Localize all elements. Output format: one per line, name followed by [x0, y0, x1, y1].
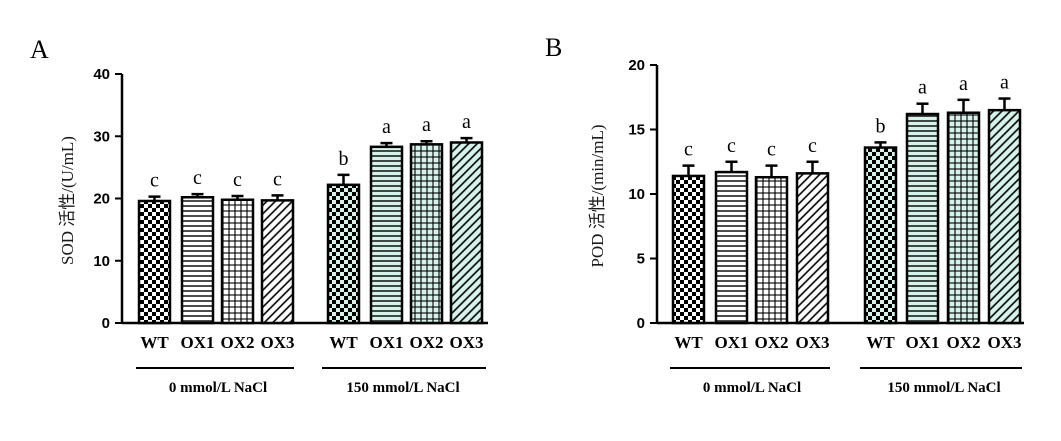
- x-tick-label: OX1: [715, 333, 749, 352]
- x-tick-label: OX3: [261, 333, 295, 352]
- significance-letter: a: [422, 114, 431, 136]
- x-tick-label: OX3: [450, 333, 484, 352]
- y-tick-label: 10: [93, 253, 110, 270]
- group-label: 0 mmol/L NaCl: [169, 380, 267, 396]
- significance-letter: b: [339, 148, 349, 170]
- group-label: 0 mmol/L NaCl: [703, 380, 801, 396]
- y-tick-label: 40: [93, 66, 110, 83]
- bar: [180, 196, 215, 325]
- bar: [795, 172, 830, 325]
- y-tick-label: 15: [628, 122, 645, 139]
- x-tick-label: OX2: [755, 333, 789, 352]
- bar: [987, 108, 1022, 325]
- significance-letter: c: [150, 170, 159, 192]
- x-tick-label: OX3: [988, 333, 1022, 352]
- bar: [863, 146, 898, 325]
- panel-b: B POD 活性/(min/mL) 0 5 10 15 20 c WT c OX1 c OX2 c OX3 0…: [545, 33, 1024, 396]
- panel-label: A: [30, 35, 49, 64]
- significance-letter: c: [767, 139, 776, 161]
- significance-letter: a: [959, 73, 968, 95]
- group-label: 150 mmol/L NaCl: [346, 380, 459, 396]
- bar: [409, 143, 444, 325]
- significance-letter: c: [684, 139, 693, 161]
- bar: [369, 145, 404, 325]
- bar: [754, 175, 789, 325]
- y-tick-label: 5: [637, 251, 645, 268]
- significance-letter: b: [876, 115, 886, 137]
- y-axis-label: POD 活性/(min/mL): [588, 124, 607, 267]
- x-tick-label: OX2: [221, 333, 255, 352]
- bar: [326, 183, 361, 325]
- x-tick-label: WT: [329, 333, 358, 352]
- x-tick-label: WT: [140, 333, 169, 352]
- significance-letter: c: [233, 169, 242, 191]
- significance-letter: a: [1000, 72, 1009, 94]
- y-tick-label: 0: [102, 315, 110, 332]
- y-tick-label: 0: [637, 315, 645, 332]
- x-tick-label: WT: [866, 333, 895, 352]
- bar: [905, 112, 940, 325]
- y-tick-label: 20: [628, 57, 645, 74]
- group-label: 150 mmol/L NaCl: [887, 380, 1000, 396]
- x-tick-label: OX2: [410, 333, 444, 352]
- bar: [220, 198, 255, 325]
- y-tick-label: 10: [628, 186, 645, 203]
- x-tick-label: OX3: [796, 333, 830, 352]
- significance-letter: c: [727, 135, 736, 157]
- y-tick-label: 20: [93, 191, 110, 208]
- significance-letter: a: [382, 116, 391, 138]
- bar: [946, 111, 981, 325]
- significance-letter: a: [918, 77, 927, 99]
- x-tick-label: OX1: [181, 333, 215, 352]
- bar: [137, 199, 172, 325]
- x-tick-label: OX1: [370, 333, 404, 352]
- x-tick-label: OX2: [947, 333, 981, 352]
- panel-a: A SOD 活性/(U/mL) 0 10 20 30 40 c WT c OX1 c OX2 c OX3 0 …: [30, 35, 488, 396]
- panel-label: B: [545, 33, 562, 62]
- x-tick-label: OX1: [906, 333, 940, 352]
- x-tick-label: WT: [674, 333, 703, 352]
- significance-letter: a: [462, 111, 471, 133]
- bar: [714, 170, 749, 325]
- y-tick-label: 30: [93, 128, 110, 145]
- bar: [449, 141, 484, 325]
- bar: [260, 199, 295, 325]
- significance-letter: c: [193, 167, 202, 189]
- significance-letter: c: [808, 135, 817, 157]
- bar: [671, 174, 706, 325]
- y-axis-label: SOD 活性/(U/mL): [58, 136, 77, 265]
- significance-letter: c: [273, 168, 282, 190]
